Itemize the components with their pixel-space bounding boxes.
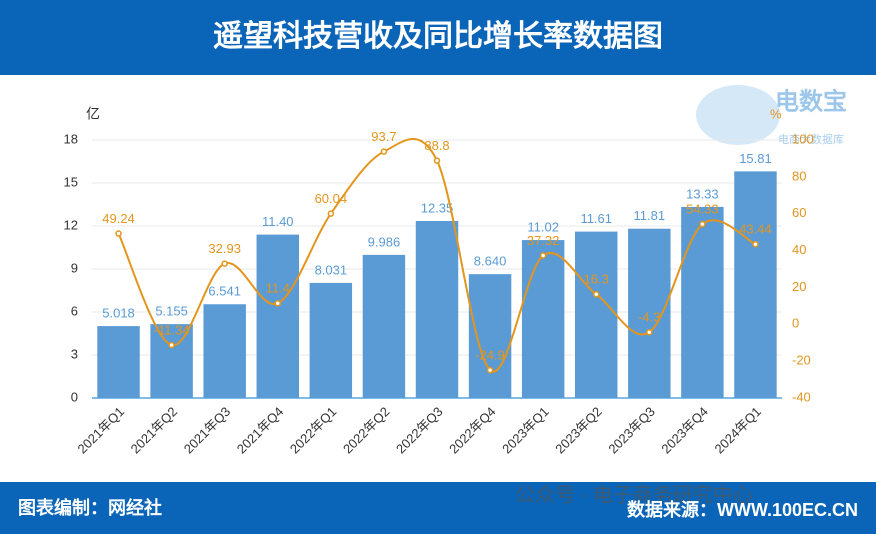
chart-title: 遥望科技营收及同比增长率数据图 bbox=[213, 20, 663, 53]
line-value-label: 54.33 bbox=[686, 202, 719, 217]
line-value-label: 16.3 bbox=[584, 272, 609, 287]
y2-tick-label: 40 bbox=[792, 242, 806, 257]
x-tick-label: 2022年Q1 bbox=[287, 404, 340, 457]
line-point bbox=[327, 210, 335, 217]
y-tick-label: 12 bbox=[64, 217, 78, 232]
watermark: 公众号 · 电子商务研究中心 bbox=[515, 483, 753, 506]
line-value-label: 60.04 bbox=[315, 191, 348, 206]
y2-tick-label: 100 bbox=[792, 131, 814, 146]
x-tick-label: 2021年Q2 bbox=[128, 404, 181, 457]
y2-tick-label: -20 bbox=[792, 353, 811, 368]
line-value-label: 11.4 bbox=[266, 281, 290, 296]
x-tick-label: 2021年Q4 bbox=[234, 404, 287, 457]
bar-value-label: 12.35 bbox=[421, 200, 454, 215]
logo-name: 电数宝 bbox=[775, 87, 847, 115]
bar bbox=[575, 231, 618, 398]
x-tick-label: 2021年Q3 bbox=[181, 404, 234, 457]
y2-axis-label: % bbox=[770, 106, 782, 121]
line-point bbox=[433, 157, 441, 164]
bar-value-label: 8.640 bbox=[474, 254, 507, 269]
x-tick-label: 2022年Q4 bbox=[446, 404, 499, 457]
x-tick-label: 2024年Q1 bbox=[711, 404, 764, 457]
bar bbox=[468, 274, 512, 398]
x-tick-label: 2022年Q2 bbox=[340, 404, 393, 457]
bar-value-label: 8.031 bbox=[315, 262, 348, 277]
bar-value-label: 11.81 bbox=[634, 208, 666, 223]
bar-value-label: 5.018 bbox=[102, 306, 135, 321]
bar bbox=[734, 171, 777, 398]
bar bbox=[628, 228, 671, 398]
x-tick-label: 2023年Q3 bbox=[605, 404, 658, 457]
y2-tick-label: 60 bbox=[792, 205, 806, 220]
x-tick-label: 2023年Q1 bbox=[499, 404, 552, 457]
line-value-label: 93.7 bbox=[371, 129, 396, 144]
y2-tick-label: -40 bbox=[792, 389, 811, 404]
bar-value-label: 9.986 bbox=[368, 234, 401, 249]
bar bbox=[362, 254, 406, 398]
line-point bbox=[274, 300, 282, 307]
line-point bbox=[486, 366, 494, 374]
bar bbox=[203, 304, 246, 398]
y2-tick-label: 0 bbox=[792, 316, 799, 331]
footer-bar bbox=[0, 482, 876, 534]
bar-value-label: 6.541 bbox=[208, 284, 241, 299]
line-point bbox=[646, 328, 653, 336]
x-tick-label: 2022年Q3 bbox=[393, 404, 446, 457]
line-point bbox=[380, 148, 388, 155]
bar-value-label: 11.02 bbox=[527, 219, 559, 234]
header-bar bbox=[0, 0, 876, 75]
bar bbox=[521, 240, 565, 398]
y-tick-label: 6 bbox=[71, 303, 78, 318]
line-point bbox=[115, 230, 122, 237]
logo-tagline: 电商大数据库 bbox=[778, 132, 844, 146]
line-point bbox=[539, 252, 547, 259]
bar-value-label: 11.61 bbox=[580, 211, 612, 226]
y-tick-label: 0 bbox=[71, 389, 78, 404]
y-tick-label: 3 bbox=[71, 346, 78, 361]
bar bbox=[150, 324, 193, 398]
bar bbox=[681, 206, 724, 398]
y-tick-label: 18 bbox=[64, 131, 78, 146]
line-point bbox=[221, 260, 228, 267]
bar-value-label: 15.81 bbox=[739, 151, 772, 166]
bar-value-label: 11.40 bbox=[262, 214, 294, 229]
y2-tick-label: 80 bbox=[792, 168, 806, 183]
bar-value-label: 5.155 bbox=[155, 304, 188, 319]
y-tick-label: 15 bbox=[64, 174, 78, 189]
line-point bbox=[752, 240, 759, 248]
bar-value-label: 13.33 bbox=[686, 186, 719, 201]
line-point bbox=[699, 220, 706, 228]
x-tick-label: 2023年Q4 bbox=[658, 404, 711, 457]
x-tick-label: 2021年Q1 bbox=[75, 404, 128, 457]
y-tick-label: 9 bbox=[71, 260, 78, 275]
line-point bbox=[592, 290, 600, 298]
bar bbox=[309, 282, 353, 398]
line-value-label: 37.32 bbox=[527, 233, 560, 248]
line-value-label: 88.8 bbox=[424, 138, 449, 153]
logo-cloud bbox=[696, 85, 780, 145]
footer-right: 数据来源：WWW.100EC.CN bbox=[627, 499, 858, 520]
line-point bbox=[168, 341, 175, 349]
footer-left: 图表编制：网经社 bbox=[18, 497, 162, 518]
bar bbox=[256, 234, 299, 398]
line-value-label: 32.93 bbox=[208, 241, 241, 256]
line-value-label: 49.24 bbox=[102, 211, 135, 226]
line-value-label: -24.9 bbox=[475, 348, 505, 363]
y2-tick-label: 20 bbox=[792, 279, 806, 294]
x-tick-label: 2023年Q2 bbox=[552, 404, 605, 457]
y-axis-label: 亿 bbox=[86, 106, 100, 122]
bar bbox=[415, 220, 459, 398]
line-value-label: 43.44 bbox=[739, 222, 772, 237]
line-value-label: -11.34 bbox=[154, 323, 190, 338]
line-value-label: -4.3 bbox=[638, 310, 660, 325]
bar bbox=[97, 326, 140, 398]
